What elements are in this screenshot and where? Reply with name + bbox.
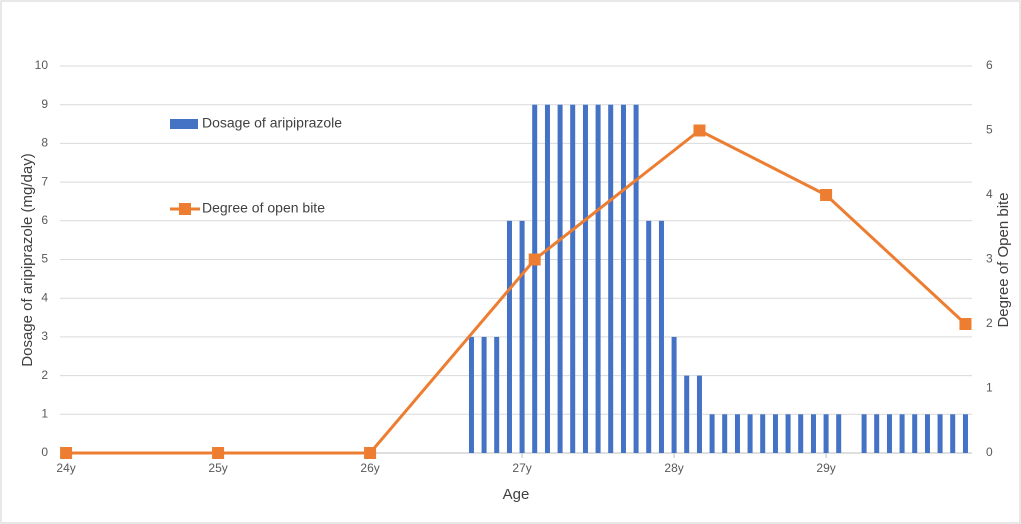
marker — [959, 318, 972, 330]
y-tick-label: 6 — [41, 213, 48, 227]
marker — [60, 447, 73, 459]
bar — [772, 414, 778, 453]
bar — [722, 414, 728, 453]
y2-tick-label: 0 — [986, 445, 993, 459]
y-tick-label: 2 — [41, 368, 48, 382]
bar — [494, 336, 500, 453]
marker — [212, 447, 225, 459]
x-tick-label: 26y — [360, 461, 379, 475]
y-tick-label: 9 — [41, 97, 48, 111]
bar — [912, 414, 918, 453]
legend-swatch — [170, 119, 198, 129]
bar — [899, 414, 905, 453]
y2-tick-label: 4 — [986, 187, 993, 201]
bar — [950, 414, 956, 453]
y-tick-label: 7 — [41, 174, 48, 188]
x-tick-label: 27y — [512, 461, 531, 475]
bar — [836, 414, 842, 453]
y2-tick-label: 1 — [986, 381, 993, 395]
y2-tick-label: 6 — [986, 58, 993, 72]
bar — [570, 104, 576, 453]
y2-tick-label: 5 — [986, 123, 993, 137]
bar — [557, 104, 563, 453]
y-tick-label: 5 — [41, 252, 48, 266]
bar — [696, 375, 702, 453]
bar — [658, 220, 664, 453]
bar — [760, 414, 766, 453]
y2-tick-label: 2 — [986, 316, 993, 330]
y-tick-label: 8 — [41, 136, 48, 150]
bar — [481, 336, 487, 453]
bar — [532, 104, 538, 453]
y-tick-label: 3 — [41, 329, 48, 343]
marker — [820, 189, 833, 201]
bar — [924, 414, 930, 453]
x-axis-title: Age — [503, 486, 530, 503]
bar — [810, 414, 816, 453]
legend-marker — [179, 203, 191, 215]
y2-axis-title: Degree of Open bite — [995, 192, 1012, 327]
bar — [747, 414, 753, 453]
legend-label: Degree of open bite — [202, 200, 325, 216]
bar — [633, 104, 639, 453]
bar — [646, 220, 652, 453]
bar — [544, 104, 550, 453]
bar — [798, 414, 804, 453]
bar — [823, 414, 829, 453]
bar — [620, 104, 626, 453]
y-tick-label: 4 — [41, 290, 48, 304]
y-tick-label: 0 — [41, 445, 48, 459]
bar — [595, 104, 601, 453]
y-tick-label: 1 — [41, 406, 48, 420]
bar — [684, 375, 690, 453]
bar — [962, 414, 968, 453]
y-axis-title: Dosage of aripiprazole (mg/day) — [19, 153, 36, 366]
bar — [709, 414, 715, 453]
x-tick-label: 29y — [816, 461, 835, 475]
bar — [468, 336, 474, 453]
marker — [364, 447, 377, 459]
marker — [528, 253, 541, 266]
marker — [693, 124, 706, 137]
bar — [608, 104, 614, 453]
legend-label: Dosage of aripiprazole — [202, 115, 342, 131]
x-tick-label: 25y — [208, 461, 227, 475]
bar — [886, 414, 892, 453]
x-tick-label: 28y — [664, 461, 683, 475]
bar — [671, 336, 677, 453]
bar — [519, 220, 525, 453]
y-tick-label: 10 — [35, 58, 49, 72]
bar — [785, 414, 791, 453]
bar — [874, 414, 880, 453]
x-tick-label: 24y — [56, 461, 75, 475]
bar — [582, 104, 588, 453]
bar — [861, 414, 867, 453]
bar — [734, 414, 740, 453]
y2-tick-label: 3 — [986, 252, 993, 266]
bar — [937, 414, 943, 453]
bar — [506, 220, 512, 453]
